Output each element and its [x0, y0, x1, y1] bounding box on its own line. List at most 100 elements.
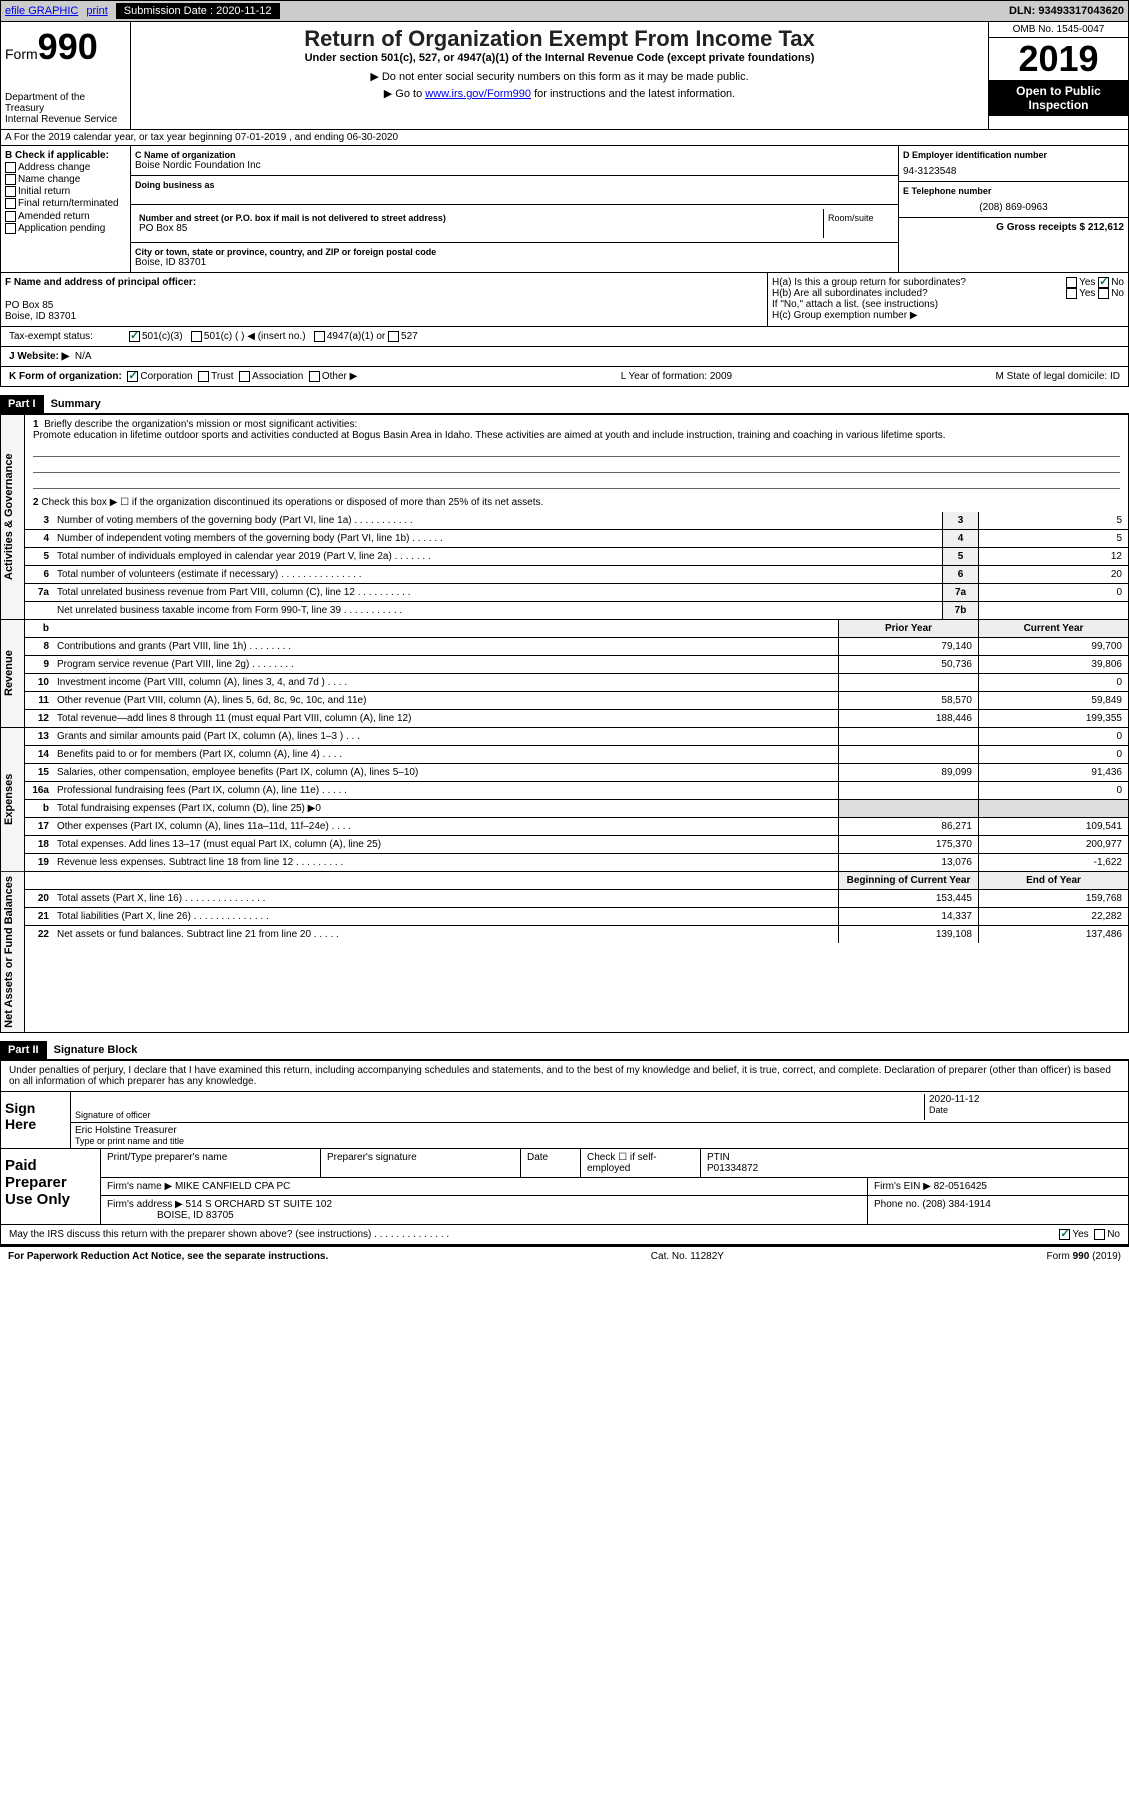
website-label: J Website: ▶: [9, 351, 69, 362]
website-row: J Website: ▶ N/A: [0, 347, 1129, 367]
discuss-no[interactable]: [1094, 1229, 1105, 1240]
lbl-corp: Corporation: [140, 371, 192, 382]
firm-addr1: 514 S ORCHARD ST SUITE 102: [186, 1199, 333, 1210]
dln: DLN: 93493317043620: [1009, 5, 1124, 17]
officer-name: Eric Holstine Treasurer: [75, 1125, 1124, 1136]
f-addr2: Boise, ID 83701: [5, 311, 763, 322]
phone-value: (208) 384-1914: [922, 1199, 990, 1210]
public-inspection: Open to PublicInspection: [989, 80, 1128, 116]
m-state: M State of legal domicile: ID: [995, 371, 1120, 382]
ein-value: 94-3123548: [903, 166, 1124, 177]
section-expenses: Expenses 13Grants and similar amounts pa…: [0, 728, 1129, 872]
q2-text: Check this box ▶ ☐ if the organization d…: [41, 497, 543, 508]
discuss-yes[interactable]: [1059, 1229, 1070, 1240]
line-11: 11Other revenue (Part VIII, column (A), …: [25, 692, 1128, 710]
cb-address-change[interactable]: Address change: [5, 162, 126, 173]
ha-no[interactable]: [1098, 277, 1109, 288]
print-link[interactable]: print: [86, 5, 107, 17]
line-13: 13Grants and similar amounts paid (Part …: [25, 728, 1128, 746]
footer-mid: Cat. No. 11282Y: [651, 1251, 724, 1262]
hb-no[interactable]: [1098, 288, 1109, 299]
footer-left: For Paperwork Reduction Act Notice, see …: [8, 1251, 328, 1262]
cb-trust[interactable]: [198, 371, 209, 382]
hc-label: H(c) Group exemption number ▶: [772, 310, 1124, 321]
firm-addr2: BOISE, ID 83705: [157, 1210, 234, 1221]
goto-suffix: for instructions and the latest informat…: [531, 88, 735, 100]
line-b: bTotal fundraising expenses (Part IX, co…: [25, 800, 1128, 818]
cb-name-change[interactable]: Name change: [5, 174, 126, 185]
vtab-netassets: Net Assets or Fund Balances: [1, 872, 25, 1032]
cb-initial-return[interactable]: Initial return: [5, 186, 126, 197]
part2-title: Signature Block: [54, 1044, 138, 1056]
f-label: F Name and address of principal officer:: [5, 277, 196, 288]
submission-date: Submission Date : 2020-11-12: [116, 3, 280, 19]
col-b-label: B Check if applicable:: [5, 150, 109, 161]
part2-header: Part II: [0, 1041, 47, 1059]
ein-label: D Employer identification number: [903, 150, 1124, 160]
lbl-trust: Trust: [211, 371, 233, 382]
phone-label: Phone no.: [874, 1199, 920, 1210]
cb-assoc[interactable]: [239, 371, 250, 382]
org-city: Boise, ID 83701: [135, 257, 894, 268]
q1-text: Promote education in lifetime outdoor sp…: [33, 430, 946, 441]
cb-corp[interactable]: [127, 371, 138, 382]
dba-label: Doing business as: [135, 180, 894, 190]
cb-final-return[interactable]: Final return/terminated: [5, 198, 126, 209]
top-bar: efile GRAPHIC print Submission Date : 20…: [0, 0, 1129, 22]
line-22: 22Net assets or fund balances. Subtract …: [25, 926, 1128, 943]
firm-label: Firm's name ▶: [107, 1181, 172, 1192]
firm-name: MIKE CANFIELD CPA PC: [175, 1181, 290, 1192]
addr-label: Number and street (or P.O. box if mail i…: [139, 213, 819, 223]
line-7a: 7aTotal unrelated business revenue from …: [25, 584, 1128, 602]
cb-501c[interactable]: [191, 331, 202, 342]
signature-section: Under penalties of perjury, I declare th…: [0, 1061, 1129, 1245]
line-21: 21Total liabilities (Part X, line 26) . …: [25, 908, 1128, 926]
goto-prefix: ▶ Go to: [384, 88, 425, 100]
k-label: K Form of organization:: [9, 371, 122, 382]
footer-right: Form 990 (2019): [1047, 1251, 1121, 1262]
line-19: 19Revenue less expenses. Subtract line 1…: [25, 854, 1128, 871]
dept-treasury: Department of the Treasury: [5, 92, 126, 114]
cb-other[interactable]: [309, 371, 320, 382]
discuss-text: May the IRS discuss this return with the…: [9, 1229, 449, 1240]
lbl-other: Other ▶: [322, 371, 357, 382]
org-name: Boise Nordic Foundation Inc: [135, 160, 894, 171]
irs-link[interactable]: www.irs.gov/Form990: [425, 88, 531, 100]
lbl-527: 527: [401, 331, 418, 342]
line-5: 5Total number of individuals employed in…: [25, 548, 1128, 566]
part1-header: Part I: [0, 395, 44, 413]
ha-yes[interactable]: [1066, 277, 1077, 288]
name-caption: Type or print name and title: [75, 1136, 1124, 1146]
cb-pending[interactable]: Application pending: [5, 223, 126, 234]
tel-label: E Telephone number: [903, 186, 1124, 196]
tax-year: 2019: [989, 38, 1128, 80]
form-subtitle-2: ▶ Do not enter social security numbers o…: [135, 70, 984, 83]
line-: Net unrelated business taxable income fr…: [25, 602, 1128, 619]
sig-date: 2020-11-12: [929, 1094, 1124, 1105]
cb-527[interactable]: [388, 331, 399, 342]
form-subtitle-1: Under section 501(c), 527, or 4947(a)(1)…: [135, 52, 984, 64]
form-title: Return of Organization Exempt From Incom…: [135, 26, 984, 52]
line-3: 3Number of voting members of the governi…: [25, 512, 1128, 530]
cb-amended[interactable]: Amended return: [5, 211, 126, 222]
cb-501c3[interactable]: [129, 331, 140, 342]
vtab-expenses: Expenses: [1, 728, 25, 871]
cb-4947[interactable]: [314, 331, 325, 342]
prep-name-hdr: Print/Type preparer's name: [101, 1149, 321, 1177]
line-12: 12Total revenue—add lines 8 through 11 (…: [25, 710, 1128, 727]
line-16a: 16aProfessional fundraising fees (Part I…: [25, 782, 1128, 800]
hdr-end-year: End of Year: [978, 872, 1128, 889]
form-prefix: Form: [5, 46, 38, 62]
q1-label: Briefly describe the organization's miss…: [44, 419, 357, 430]
firm-ein-label: Firm's EIN ▶: [874, 1181, 931, 1192]
tax-label: Tax-exempt status:: [9, 331, 129, 342]
hdr-begin-year: Beginning of Current Year: [838, 872, 978, 889]
sign-here-label: Sign Here: [1, 1092, 71, 1148]
q1-num: 1: [33, 419, 39, 430]
efile-link[interactable]: efile GRAPHIC: [5, 5, 78, 17]
line-4: 4Number of independent voting members of…: [25, 530, 1128, 548]
line-20: 20Total assets (Part X, line 16) . . . .…: [25, 890, 1128, 908]
info-grid: B Check if applicable: Address change Na…: [0, 146, 1129, 273]
hb-yes[interactable]: [1066, 288, 1077, 299]
hdr-prior-year: Prior Year: [838, 620, 978, 637]
